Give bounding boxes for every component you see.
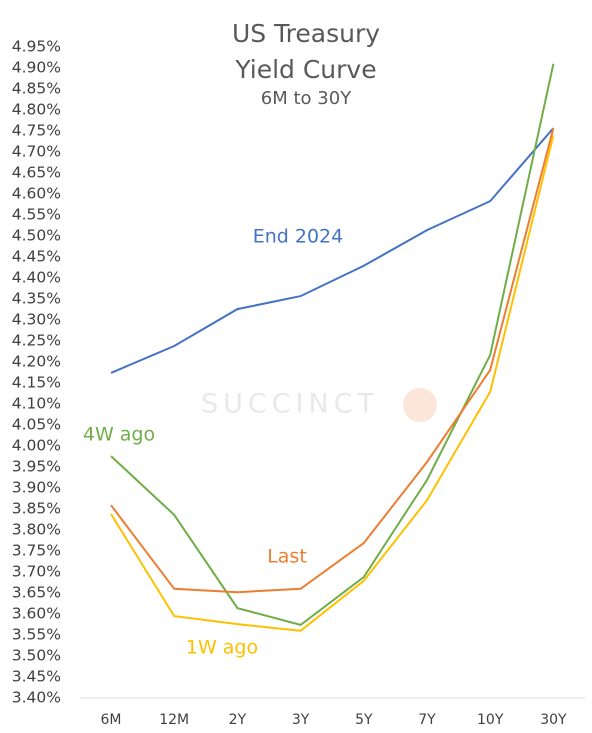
y-tick-label: 4.25% [12, 332, 61, 350]
y-tick-label: 4.15% [12, 374, 61, 392]
series-line [110, 63, 555, 626]
y-tick-label: 4.30% [12, 311, 61, 329]
y-tick-label: 4.35% [12, 290, 61, 308]
y-tick-label: 3.80% [12, 521, 61, 539]
y-tick-label: 4.65% [12, 164, 61, 182]
y-tick-label: 3.95% [12, 458, 61, 476]
y-tick-label: 4.90% [12, 59, 61, 77]
chart-title: US Treasury Yield Curve [231, 19, 381, 84]
y-tick-label: 4.50% [12, 227, 61, 245]
y-tick-label: 3.90% [12, 479, 61, 497]
y-tick-label: 4.80% [12, 101, 61, 119]
x-tick-label: 7Y [418, 712, 436, 728]
y-tick-label: 4.75% [12, 122, 61, 140]
watermark-logo [403, 388, 437, 422]
y-tick-label: 3.60% [12, 605, 61, 623]
y-tick-label: 3.45% [12, 668, 61, 686]
series-line [110, 127, 555, 594]
y-tick-label: 4.05% [12, 416, 61, 434]
y-tick-label: 4.55% [12, 206, 61, 224]
x-tick-label: 6M [101, 712, 122, 728]
series-label: Last [267, 546, 307, 568]
y-tick-label: 4.60% [12, 185, 61, 203]
y-tick-label: 3.55% [12, 626, 61, 644]
x-tick-label: 3Y [292, 712, 310, 728]
x-tick-label: 10Y [477, 712, 504, 728]
series-line [110, 127, 555, 374]
x-tick-label: 5Y [355, 712, 373, 728]
series-label: End 2024 [253, 226, 344, 248]
series-label: 4W ago [83, 424, 155, 446]
y-tick-label: 4.45% [12, 248, 61, 266]
y-tick-label: 3.70% [12, 563, 61, 581]
y-tick-label: 3.75% [12, 542, 61, 560]
x-tick-label: 12M [159, 712, 189, 728]
watermark: SUCCINCT [201, 389, 379, 420]
y-tick-label: 3.40% [12, 689, 61, 707]
y-tick-label: 3.50% [12, 647, 61, 665]
y-tick-label: 4.95% [12, 38, 61, 56]
series-label: 1W ago [186, 637, 258, 659]
chart-subtitle: 6M to 30Y [260, 88, 352, 109]
series-line [110, 134, 555, 632]
y-tick-label: 4.40% [12, 269, 61, 287]
y-tick-label: 3.85% [12, 500, 61, 518]
x-tick-label: 2Y [229, 712, 247, 728]
y-tick-label: 4.70% [12, 143, 61, 161]
y-tick-label: 4.85% [12, 80, 61, 98]
x-tick-label: 30Y [540, 712, 567, 728]
y-tick-label: 4.20% [12, 353, 61, 371]
y-tick-label: 4.10% [12, 395, 61, 413]
y-tick-label: 3.65% [12, 584, 61, 602]
y-tick-label: 4.00% [12, 437, 61, 455]
